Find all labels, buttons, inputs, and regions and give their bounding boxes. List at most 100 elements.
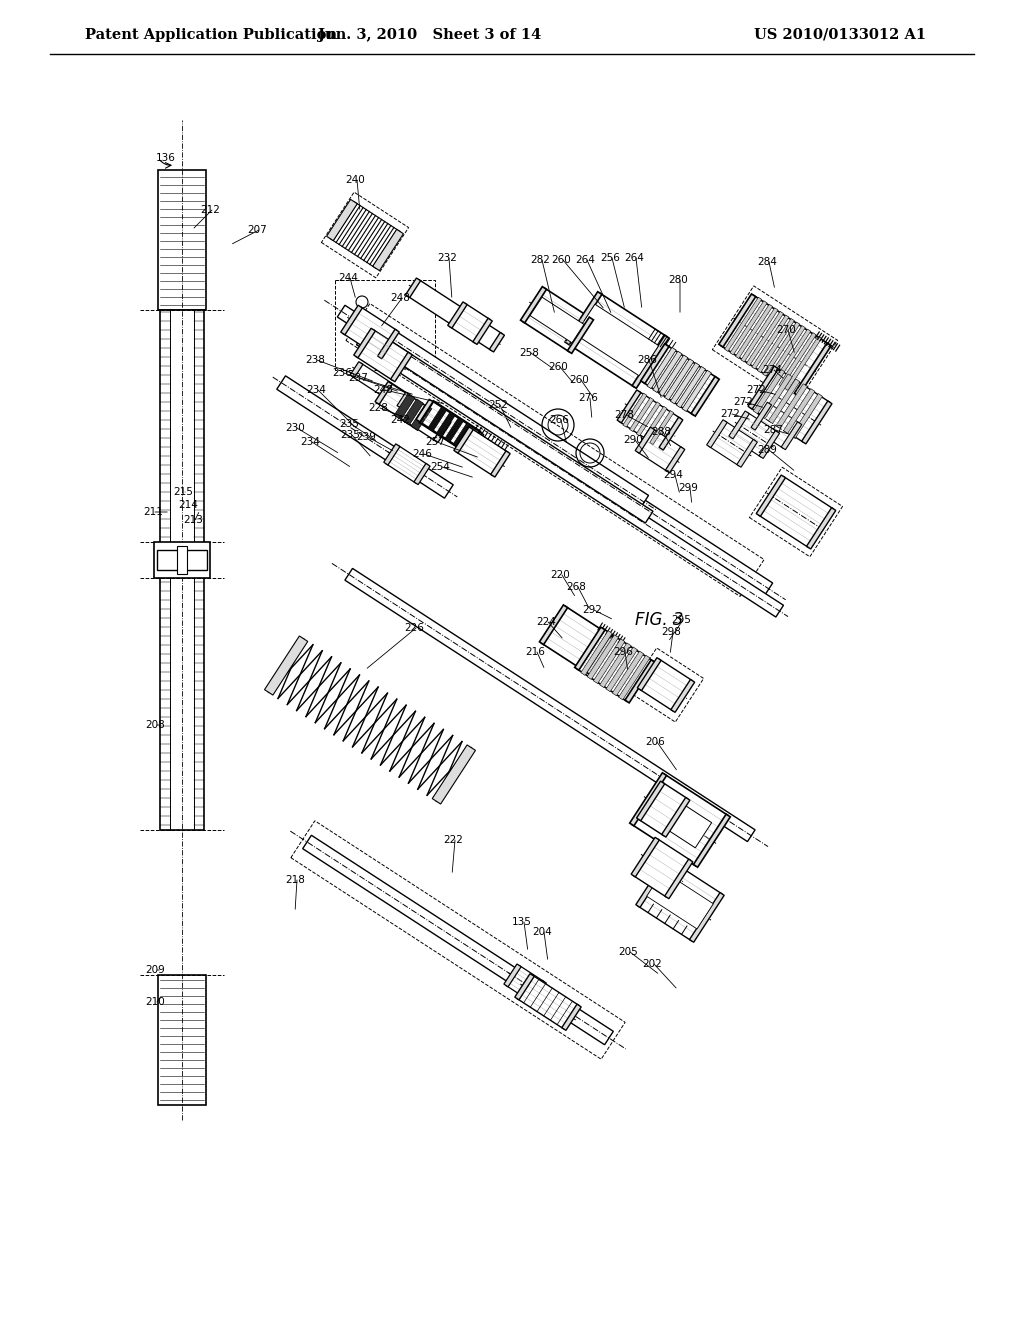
Text: 266: 266 bbox=[549, 414, 569, 425]
Polygon shape bbox=[530, 297, 584, 343]
Polygon shape bbox=[792, 393, 822, 438]
Polygon shape bbox=[352, 363, 408, 407]
Polygon shape bbox=[327, 199, 357, 240]
Polygon shape bbox=[676, 367, 706, 408]
Text: 260: 260 bbox=[569, 375, 589, 385]
Polygon shape bbox=[337, 305, 773, 595]
Text: 238: 238 bbox=[305, 355, 325, 366]
Polygon shape bbox=[725, 297, 762, 351]
Text: 264: 264 bbox=[575, 255, 595, 265]
Polygon shape bbox=[735, 305, 772, 359]
Text: 211: 211 bbox=[143, 507, 163, 517]
Text: 260: 260 bbox=[551, 255, 570, 265]
Text: 209: 209 bbox=[145, 965, 165, 975]
Polygon shape bbox=[630, 772, 667, 826]
Polygon shape bbox=[594, 639, 625, 684]
Polygon shape bbox=[781, 422, 802, 450]
Polygon shape bbox=[665, 859, 693, 899]
Polygon shape bbox=[623, 393, 647, 428]
Text: 268: 268 bbox=[566, 582, 586, 591]
Polygon shape bbox=[416, 399, 433, 422]
Polygon shape bbox=[637, 429, 683, 471]
Text: 136: 136 bbox=[156, 153, 176, 162]
Polygon shape bbox=[719, 294, 756, 347]
Polygon shape bbox=[682, 370, 712, 412]
Polygon shape bbox=[638, 859, 722, 941]
Polygon shape bbox=[752, 315, 788, 370]
Polygon shape bbox=[691, 376, 719, 416]
Polygon shape bbox=[635, 428, 654, 453]
Text: 256: 256 bbox=[600, 253, 620, 263]
Text: 270: 270 bbox=[776, 325, 796, 335]
Text: 222: 222 bbox=[443, 836, 463, 845]
Polygon shape bbox=[600, 643, 631, 688]
Polygon shape bbox=[768, 379, 800, 424]
Polygon shape bbox=[773, 329, 811, 383]
Text: Jun. 3, 2010   Sheet 3 of 14: Jun. 3, 2010 Sheet 3 of 14 bbox=[318, 28, 542, 42]
Text: 246: 246 bbox=[412, 449, 432, 459]
Text: 230: 230 bbox=[285, 422, 305, 433]
Polygon shape bbox=[411, 404, 432, 430]
Text: 288: 288 bbox=[651, 426, 671, 437]
Polygon shape bbox=[620, 391, 681, 449]
Polygon shape bbox=[658, 355, 688, 396]
Text: 264: 264 bbox=[624, 253, 644, 263]
Text: 235: 235 bbox=[339, 418, 358, 429]
Text: 242: 242 bbox=[390, 414, 410, 425]
Polygon shape bbox=[671, 363, 699, 404]
Text: 135: 135 bbox=[512, 917, 531, 927]
Text: 257: 257 bbox=[425, 437, 444, 447]
Text: 298: 298 bbox=[662, 627, 681, 638]
Polygon shape bbox=[453, 422, 472, 447]
Polygon shape bbox=[473, 318, 493, 345]
Text: 272: 272 bbox=[746, 385, 766, 395]
Polygon shape bbox=[707, 420, 727, 447]
Text: 248: 248 bbox=[390, 293, 410, 304]
Polygon shape bbox=[356, 333, 783, 616]
Polygon shape bbox=[581, 631, 612, 676]
Polygon shape bbox=[751, 367, 829, 442]
Text: 207: 207 bbox=[247, 224, 266, 235]
Polygon shape bbox=[264, 636, 308, 696]
Text: 254: 254 bbox=[430, 462, 450, 473]
Polygon shape bbox=[394, 393, 415, 420]
Polygon shape bbox=[636, 858, 671, 907]
Polygon shape bbox=[575, 304, 658, 376]
Text: 260: 260 bbox=[548, 362, 567, 372]
Text: 212: 212 bbox=[200, 205, 220, 215]
Polygon shape bbox=[641, 343, 669, 384]
Text: 206: 206 bbox=[645, 737, 665, 747]
Polygon shape bbox=[540, 605, 567, 644]
Polygon shape bbox=[565, 292, 602, 345]
Polygon shape bbox=[709, 421, 756, 466]
Polygon shape bbox=[759, 477, 834, 548]
Polygon shape bbox=[345, 569, 755, 842]
Polygon shape bbox=[617, 389, 641, 422]
Text: 216: 216 bbox=[525, 647, 545, 657]
Polygon shape bbox=[562, 1005, 582, 1031]
Polygon shape bbox=[639, 783, 688, 836]
Polygon shape bbox=[652, 351, 682, 392]
Polygon shape bbox=[647, 347, 676, 388]
Polygon shape bbox=[350, 362, 362, 378]
Polygon shape bbox=[378, 329, 399, 359]
Polygon shape bbox=[506, 965, 544, 1002]
Text: 272: 272 bbox=[720, 409, 740, 418]
Polygon shape bbox=[759, 430, 779, 458]
Text: 226: 226 bbox=[404, 623, 424, 634]
Text: 204: 204 bbox=[532, 927, 552, 937]
Polygon shape bbox=[454, 426, 473, 453]
Polygon shape bbox=[574, 627, 605, 671]
Text: 234: 234 bbox=[300, 437, 319, 447]
Text: 272: 272 bbox=[733, 397, 753, 407]
Polygon shape bbox=[372, 321, 648, 508]
Text: 218: 218 bbox=[285, 875, 305, 884]
Polygon shape bbox=[647, 871, 714, 929]
Circle shape bbox=[356, 296, 368, 308]
Polygon shape bbox=[606, 647, 637, 692]
Polygon shape bbox=[625, 660, 655, 702]
Text: 235: 235 bbox=[340, 430, 359, 440]
Polygon shape bbox=[408, 280, 503, 351]
Polygon shape bbox=[741, 308, 778, 362]
Text: 240: 240 bbox=[345, 176, 365, 185]
